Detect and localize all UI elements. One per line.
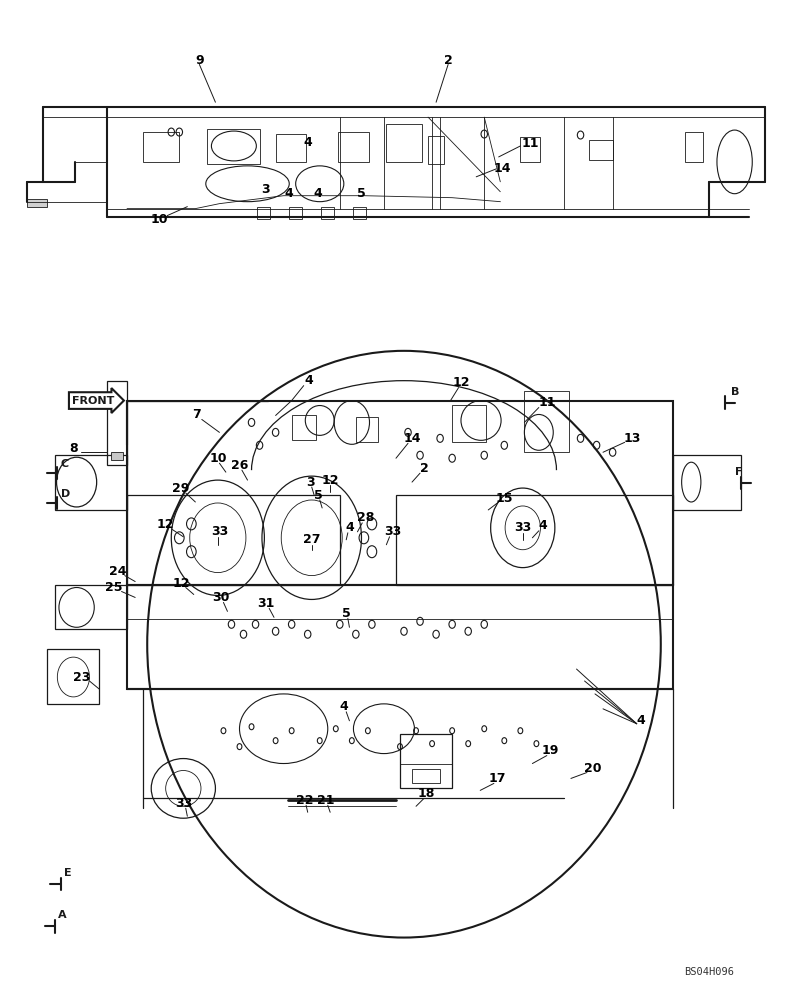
Bar (588, 140, 612, 160)
Bar (412, 768, 440, 783)
Bar (339, 132, 368, 162)
Text: 4: 4 (345, 521, 354, 534)
Text: 29: 29 (172, 482, 190, 495)
Text: 7: 7 (192, 408, 201, 421)
Text: 33: 33 (175, 797, 192, 810)
Text: 2: 2 (444, 54, 452, 67)
Bar (322, 207, 335, 219)
Text: 4: 4 (637, 714, 645, 727)
Bar (353, 207, 366, 219)
Text: 12: 12 (157, 518, 175, 531)
Text: 13: 13 (624, 432, 642, 445)
Text: 12: 12 (322, 474, 339, 487)
Bar (127, 495, 340, 585)
Bar (673, 455, 741, 510)
Text: 22: 22 (296, 794, 314, 807)
Text: 24: 24 (109, 565, 126, 578)
Text: BS04H096: BS04H096 (684, 967, 734, 977)
Bar (289, 207, 302, 219)
Text: 5: 5 (342, 607, 351, 620)
Bar (47, 649, 99, 704)
Text: 4: 4 (305, 374, 314, 387)
Bar (685, 132, 702, 162)
Bar (107, 381, 127, 465)
Text: A: A (58, 910, 67, 920)
Text: B: B (731, 387, 740, 397)
Bar (112, 452, 123, 460)
Text: 12: 12 (172, 577, 190, 590)
Bar (143, 132, 179, 162)
Bar (55, 585, 127, 629)
Bar (520, 137, 541, 162)
Text: D: D (61, 489, 69, 499)
Bar (386, 124, 423, 162)
Text: 10: 10 (209, 452, 226, 465)
Bar (400, 734, 452, 788)
Text: 5: 5 (357, 187, 366, 200)
Bar (356, 417, 378, 442)
Bar (55, 455, 127, 510)
Text: 33: 33 (514, 521, 532, 534)
Text: 33: 33 (384, 525, 402, 538)
Text: 27: 27 (303, 533, 321, 546)
Bar (396, 495, 673, 585)
Text: 23: 23 (73, 671, 90, 684)
Text: 25: 25 (105, 581, 122, 594)
Text: 18: 18 (418, 787, 436, 800)
Bar (127, 401, 673, 585)
Text: 12: 12 (453, 376, 470, 389)
Text: 26: 26 (231, 459, 248, 472)
Bar (208, 129, 259, 164)
Text: E: E (64, 868, 71, 878)
Text: 4: 4 (313, 187, 322, 200)
Text: F: F (734, 467, 742, 477)
Bar (428, 136, 444, 164)
Text: 33: 33 (211, 525, 228, 538)
Bar (257, 207, 270, 219)
Bar (452, 405, 486, 442)
Text: 2: 2 (419, 462, 428, 475)
Text: 14: 14 (403, 432, 421, 445)
Text: 4: 4 (284, 187, 292, 200)
Text: 11: 11 (522, 137, 540, 150)
Text: 17: 17 (488, 772, 506, 785)
Text: 28: 28 (357, 511, 374, 524)
Bar (27, 199, 47, 207)
Bar (292, 415, 316, 440)
Text: 15: 15 (495, 492, 513, 505)
Text: 3: 3 (262, 183, 271, 196)
Text: FRONT: FRONT (72, 396, 115, 406)
Text: 4: 4 (339, 700, 348, 713)
Bar (524, 391, 569, 452)
Text: 10: 10 (150, 213, 168, 226)
Text: 8: 8 (69, 442, 78, 455)
Text: 21: 21 (318, 794, 335, 807)
Text: 5: 5 (314, 489, 322, 502)
Text: 3: 3 (305, 476, 314, 489)
Bar (127, 585, 673, 689)
Text: C: C (61, 459, 69, 469)
Text: 19: 19 (541, 744, 559, 757)
Text: 20: 20 (584, 762, 601, 775)
Bar (276, 134, 306, 162)
Text: 9: 9 (195, 54, 204, 67)
Text: 4: 4 (303, 135, 312, 148)
Text: 14: 14 (494, 162, 511, 175)
Text: 30: 30 (213, 591, 229, 604)
Text: 11: 11 (538, 396, 556, 409)
Text: 31: 31 (257, 597, 275, 610)
Text: 4: 4 (538, 519, 547, 532)
